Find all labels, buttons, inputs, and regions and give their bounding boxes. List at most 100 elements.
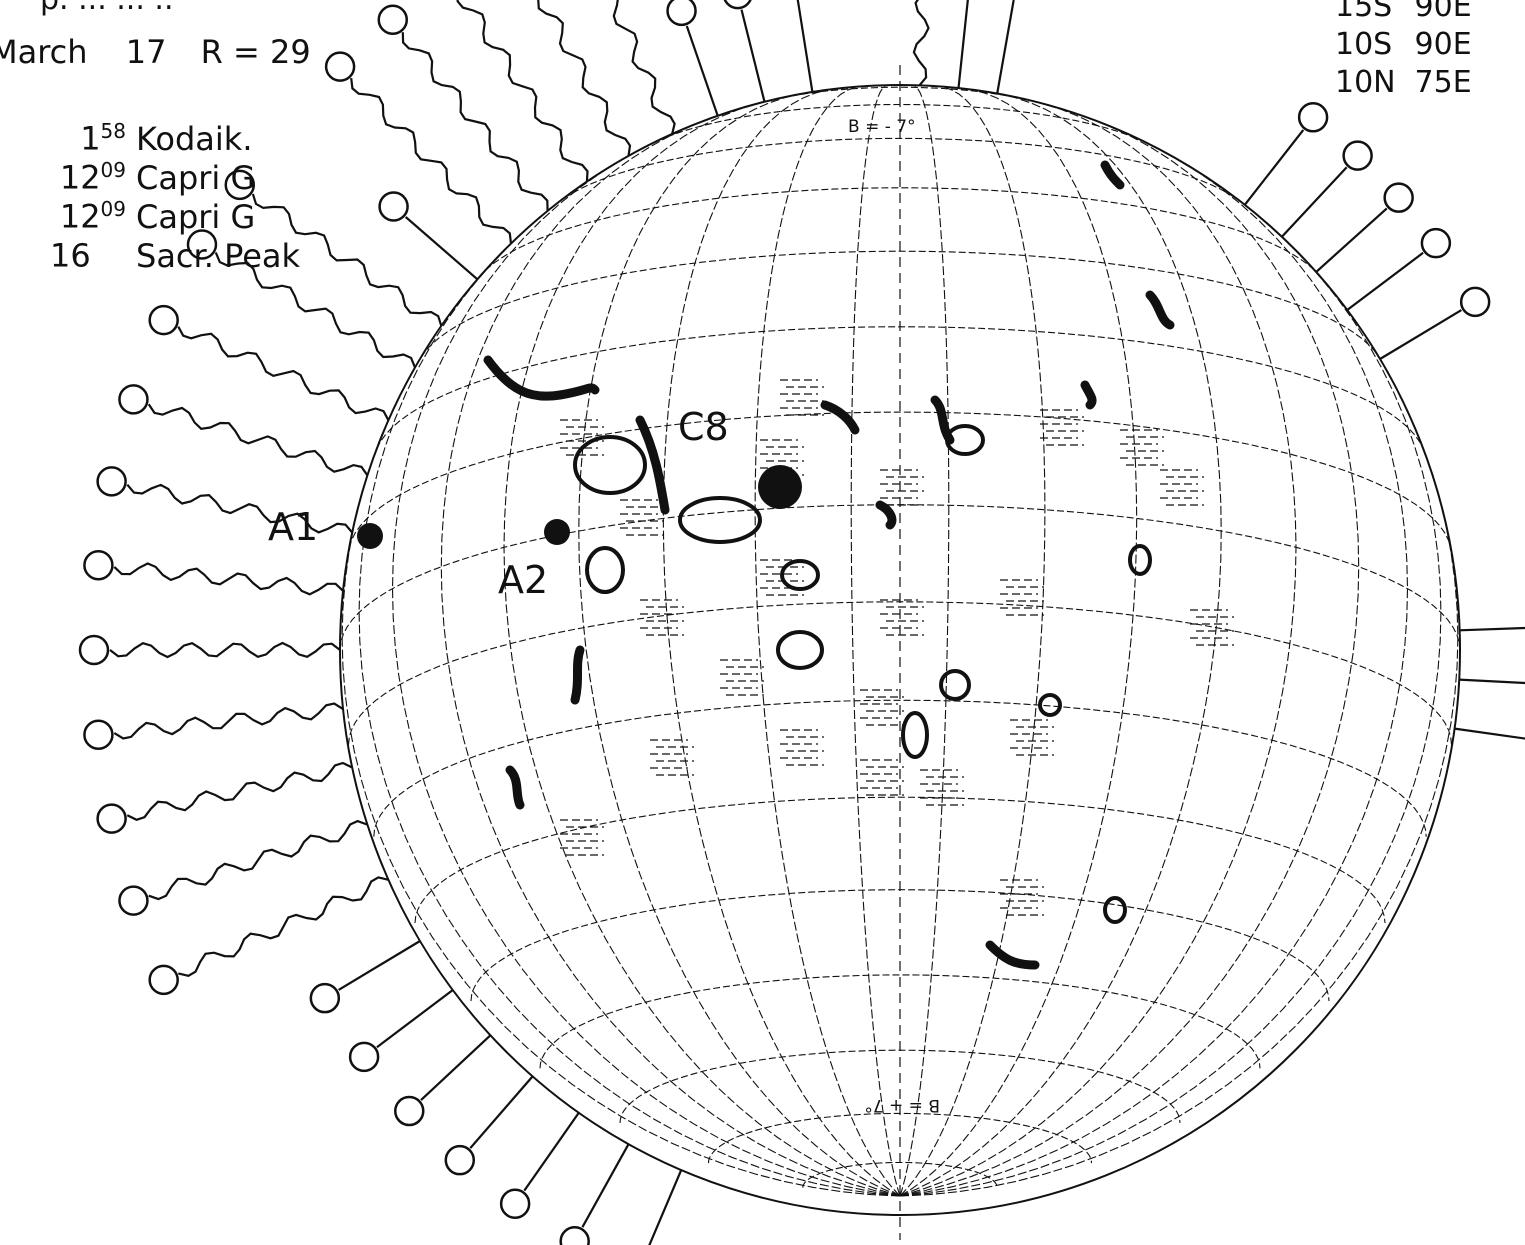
marker-ring [1342, 140, 1373, 171]
marker-stem [523, 1112, 580, 1192]
filament [483, 355, 600, 401]
coordinate-list: 15S 90E 10S 90E 10N 75E [1335, 0, 1472, 102]
marker-stem [996, 0, 1015, 94]
marker-ring [378, 191, 409, 222]
longitude-line [358, 256, 901, 1197]
longitude-line [440, 125, 901, 1197]
filament [875, 500, 897, 530]
coordinate-row: 10N 75E [1335, 65, 1472, 100]
plage-outline [776, 630, 824, 670]
region-label-a1: A1 [268, 505, 318, 549]
limb-marker [378, 191, 479, 281]
region-label-c8: C8 [678, 405, 729, 449]
observation-row: 1209 Capri G [59, 197, 256, 236]
limb-marker [1379, 286, 1491, 360]
limb-marker [723, 0, 766, 103]
limb-marker [309, 940, 421, 1014]
limb-marker [456, 0, 589, 182]
limb-marker [1281, 140, 1373, 238]
marker-ring [96, 803, 127, 834]
longitude-line [899, 86, 1046, 1197]
plage-outline [1103, 896, 1127, 924]
marker-stem [1315, 207, 1388, 273]
marker-ring [666, 0, 697, 27]
longitude-line [503, 102, 901, 1197]
plage-outline [1038, 693, 1062, 717]
longitude-line [899, 89, 1138, 1197]
marker-ring [348, 1041, 380, 1073]
marker-stem [109, 641, 341, 659]
longitude-line [899, 158, 1409, 1197]
sunspot [544, 519, 570, 545]
marker-stem [148, 819, 368, 901]
limb-marker [118, 819, 368, 916]
marker-ring [444, 1144, 476, 1176]
marker-ring [1297, 102, 1329, 133]
marker-ring [83, 549, 114, 581]
marker-stem [581, 1143, 630, 1228]
limb-marker [957, 0, 969, 89]
marker-stem [126, 761, 353, 821]
marker-ring [499, 1188, 531, 1219]
plage-outline [1128, 544, 1152, 576]
longitude-line [899, 256, 1442, 1197]
latitude-line [420, 250, 1380, 358]
latitude-line [485, 187, 1315, 271]
limb-marker [1346, 227, 1452, 311]
longitude-line [899, 93, 1222, 1197]
plage-outline [780, 559, 820, 591]
latitude-line [414, 796, 1386, 924]
filament [820, 400, 860, 435]
longitude-line [754, 86, 901, 1197]
date-line: March 17 R = 29 [0, 33, 311, 71]
limb-marker [1459, 626, 1525, 632]
filament [505, 765, 525, 810]
limb-marker [912, 0, 930, 87]
marker-stem [1243, 129, 1305, 206]
limb-marker [666, 0, 719, 117]
marker-ring [377, 4, 409, 35]
limb-marker [148, 304, 390, 421]
marker-stem [1281, 166, 1348, 238]
marker-stem [1459, 626, 1525, 632]
marker-ring [324, 51, 356, 82]
limb-marker [118, 384, 369, 477]
marker-stem [648, 1169, 683, 1245]
limb-marker [537, 0, 632, 156]
limb-marker [648, 1169, 683, 1245]
marker-stem [350, 77, 513, 244]
prominence-limb-markers [78, 0, 1525, 1245]
longitude-line [899, 84, 950, 1197]
marker-stem [113, 702, 344, 740]
filament [1100, 160, 1125, 190]
marker-ring [78, 634, 110, 666]
longitude-line [850, 84, 901, 1197]
coordinate-row: 10S 90E [1335, 27, 1472, 62]
observation-row: 1209 Capri G [59, 158, 256, 197]
limb-marker [96, 466, 354, 534]
day-label: 17 [125, 33, 167, 71]
marker-stem [740, 9, 766, 103]
limb-marker [1315, 182, 1414, 273]
filament [985, 940, 1040, 970]
marker-stem [612, 0, 676, 135]
latitude-line [539, 974, 1261, 1069]
observation-row: 158 Kodaik. [80, 119, 253, 158]
limb-marker [186, 229, 417, 368]
r-value-label: R = 29 [200, 33, 311, 71]
marker-stem [1379, 309, 1462, 360]
marker-ring [83, 719, 114, 751]
limb-marker [559, 1143, 630, 1245]
plage-outline [678, 496, 762, 544]
marker-ring [723, 0, 752, 10]
plage-outline [573, 435, 647, 495]
limb-marker [444, 1075, 534, 1176]
marker-ring [559, 1225, 590, 1245]
marker-ring [309, 982, 341, 1014]
limb-marker [796, 0, 814, 93]
marker-ring [186, 229, 218, 260]
longitude-line [578, 93, 901, 1197]
marker-stem [537, 0, 632, 156]
b0-bottom-label: B = + 7° [864, 1095, 940, 1115]
